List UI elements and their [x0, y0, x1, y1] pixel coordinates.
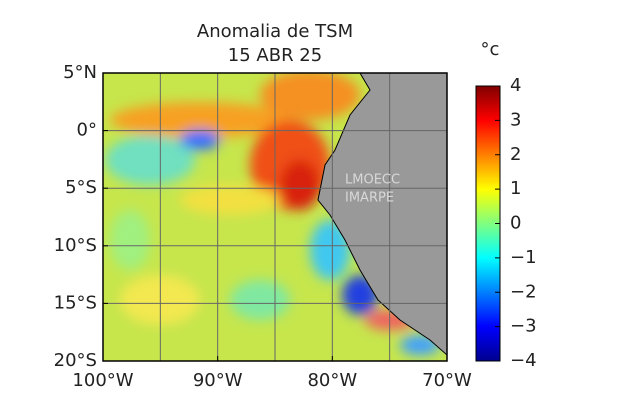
- colorbar-tick-label: 2: [510, 144, 521, 165]
- x-tick-label: 100°W: [72, 370, 133, 391]
- colorbar-tick-label: 3: [510, 109, 521, 130]
- subtitle: 15 ABR 25: [228, 45, 322, 66]
- x-tick-label: 70°W: [422, 370, 472, 391]
- title: Anomalia de TSM: [197, 21, 353, 42]
- colorbar-label: °c: [481, 39, 500, 60]
- watermark: IMARPE: [345, 191, 394, 206]
- y-tick-label: 15°S: [54, 292, 97, 313]
- y-tick-label: 0°: [77, 120, 97, 141]
- plot-frame: [102, 72, 448, 362]
- colorbar-tick-label: 0: [510, 213, 521, 234]
- colorbar-tick-label: 4: [510, 75, 521, 96]
- x-tick-label: 90°W: [193, 370, 243, 391]
- colorbar-tick-label: −2: [510, 281, 537, 302]
- grid: [103, 73, 447, 361]
- colorbar-tick-label: −1: [510, 247, 537, 268]
- y-tick-label: 5°N: [63, 62, 97, 83]
- y-tick-label: 10°S: [54, 235, 97, 256]
- colorbar-tick-label: −3: [510, 316, 537, 337]
- colorbar-tick-label: 1: [510, 178, 521, 199]
- x-tick-label: 80°W: [307, 370, 357, 391]
- y-tick-label: 20°S: [54, 350, 97, 371]
- y-tick-label: 5°S: [65, 177, 97, 198]
- colorbar-tick-label: −4: [510, 350, 537, 371]
- land: [317, 73, 447, 356]
- watermark: LMOECC: [345, 173, 400, 188]
